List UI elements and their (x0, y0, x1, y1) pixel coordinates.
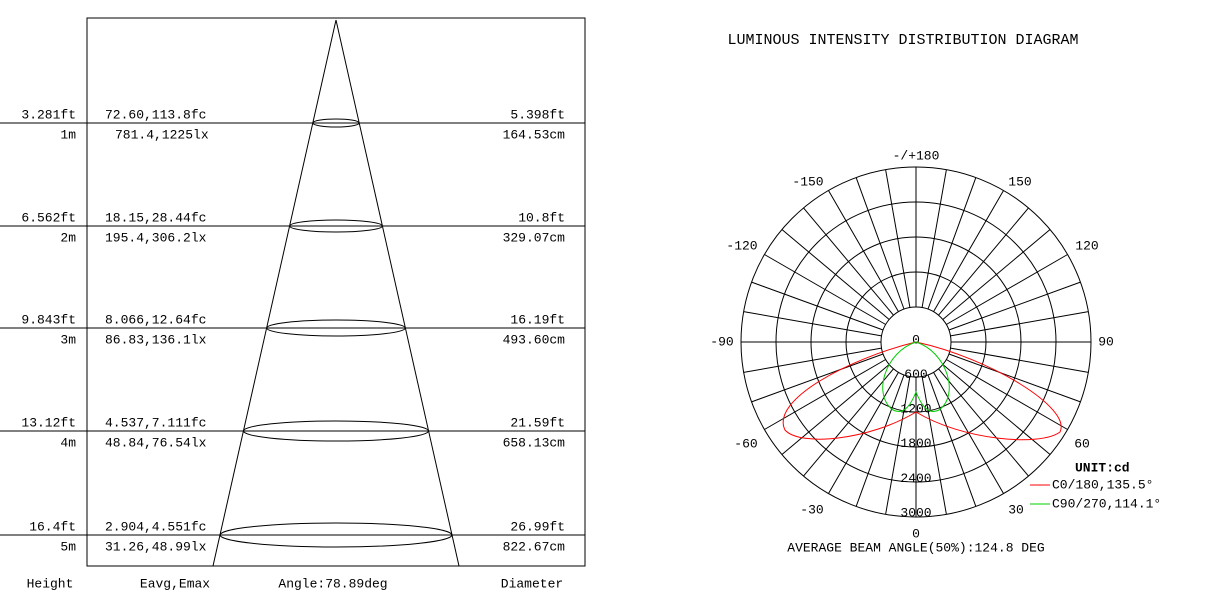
polar-spoke (855, 374, 905, 507)
polar-spoke (948, 281, 1081, 331)
polar-spoke (946, 254, 1068, 325)
beam-ellipse (243, 420, 429, 442)
polar-spoke (938, 207, 1029, 316)
radial-label: 1800 (900, 436, 931, 451)
angle-label: -30 (800, 502, 823, 517)
legend-label: C0/180,135.5° (1052, 477, 1153, 492)
polar-spoke (828, 190, 899, 312)
polar-spoke (927, 177, 977, 310)
angle-label: -150 (792, 174, 823, 189)
radial-label: 600 (904, 367, 927, 382)
polar-spoke (946, 359, 1068, 430)
illum-lx: 86.83,136.1lx (105, 332, 207, 347)
height-m: 3m (60, 332, 76, 347)
beam-ellipse (312, 118, 360, 128)
diameter-cm: 658.13cm (503, 435, 566, 450)
polar-spoke (764, 254, 886, 325)
height-m: 1m (60, 127, 76, 142)
polar-title: LUMINOUS INTENSITY DISTRIBUTION DIAGRAM (727, 32, 1078, 49)
polar-spoke (950, 347, 1089, 373)
beam-ellipse (219, 522, 453, 548)
polar-spoke (743, 311, 882, 337)
footer-diameter: Diameter (501, 576, 563, 591)
cone-frame (86, 17, 586, 567)
height-m: 5m (60, 539, 76, 554)
angle-label: -60 (734, 436, 757, 451)
diameter-ft: 5.398ft (510, 107, 565, 122)
angle-label: 30 (1008, 502, 1024, 517)
angle-label: 90 (1098, 334, 1114, 349)
angle-label: -120 (726, 238, 757, 253)
polar-spoke (751, 353, 884, 403)
polar-spoke (921, 169, 947, 308)
polar-spoke (948, 353, 1081, 403)
polar-spoke (743, 347, 882, 373)
angle-label: 150 (1008, 174, 1031, 189)
angle-label: 0 (912, 526, 920, 541)
diameter-cm: 164.53cm (503, 127, 566, 142)
polar-spoke (927, 374, 977, 507)
height-ft: 6.562ft (21, 210, 76, 225)
polar-spoke (942, 229, 1051, 320)
diameter-ft: 26.99ft (510, 519, 565, 534)
diameter-ft: 21.59ft (510, 415, 565, 430)
angle-label: 120 (1075, 238, 1098, 253)
illum-lx: 781.4,1225lx (115, 127, 209, 142)
height-ft: 3.281ft (21, 107, 76, 122)
curve-c90 (882, 341, 950, 412)
illum-fc: 4.537,7.111fc (105, 415, 206, 430)
polar-spoke (855, 177, 905, 310)
illum-fc: 72.60,113.8fc (105, 107, 206, 122)
polar-spoke (942, 364, 1051, 455)
polar-spoke (938, 368, 1029, 477)
footer-angle: Angle:78.89deg (278, 576, 387, 591)
illum-fc: 8.066,12.64fc (105, 312, 206, 327)
height-m: 4m (60, 435, 76, 450)
polar-spoke (764, 359, 886, 430)
angle-label: -/+180 (893, 148, 940, 163)
curve-c0 (782, 341, 1062, 441)
polar-spoke (933, 190, 1004, 312)
polar-spoke (803, 368, 894, 477)
angle-label: -90 (710, 334, 733, 349)
legend-label: C90/270,114.1° (1052, 496, 1161, 511)
polar-spoke (751, 281, 884, 331)
polar-spoke (781, 364, 890, 455)
height-ft: 16.4ft (29, 519, 76, 534)
illum-lx: 48.84,76.54lx (105, 435, 207, 450)
height-ft: 9.843ft (21, 312, 76, 327)
polar-spoke (803, 207, 894, 316)
diameter-ft: 10.8ft (518, 210, 565, 225)
radial-label: 0 (912, 332, 920, 347)
unit: UNIT:cd (1075, 460, 1130, 475)
radial-label: 2400 (900, 471, 931, 486)
footer-eavg: Eavg,Emax (140, 576, 210, 591)
radial-label: 1200 (900, 402, 931, 417)
diameter-cm: 329.07cm (503, 230, 566, 245)
diameter-ft: 16.19ft (510, 312, 565, 327)
beam-ellipse (289, 219, 383, 233)
beam-angle: AVERAGE BEAM ANGLE(50%):124.8 DEG (787, 540, 1044, 555)
diameter-cm: 822.67cm (503, 539, 566, 554)
polar-spoke (885, 376, 911, 515)
radial-label: 3000 (900, 505, 931, 520)
illum-lx: 195.4,306.2lx (105, 230, 207, 245)
illum-fc: 2.904,4.551fc (105, 519, 206, 534)
height-ft: 13.12ft (21, 415, 76, 430)
illum-lx: 31.26,48.99lx (105, 539, 207, 554)
footer-height: Height (27, 576, 74, 591)
polar-spoke (885, 169, 911, 308)
beam-ellipse (266, 319, 406, 337)
polar-spoke (781, 229, 890, 320)
illum-fc: 18.15,28.44fc (105, 210, 206, 225)
polar-spoke (921, 376, 947, 515)
cone-edges (212, 19, 460, 567)
angle-label: 60 (1074, 436, 1090, 451)
diameter-cm: 493.60cm (503, 332, 566, 347)
polar-spoke (950, 311, 1089, 337)
height-m: 2m (60, 230, 76, 245)
